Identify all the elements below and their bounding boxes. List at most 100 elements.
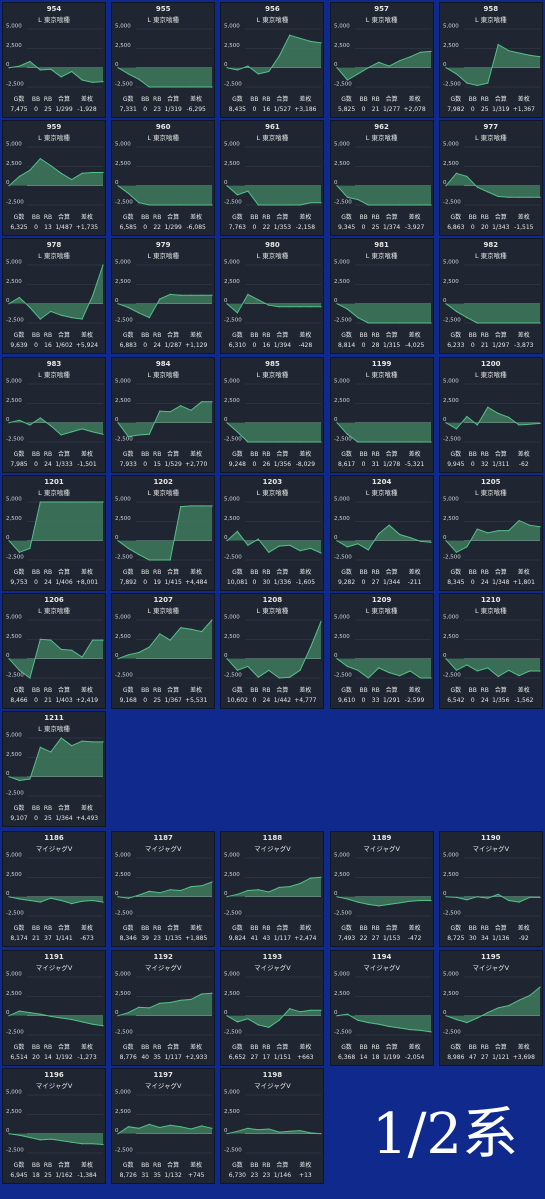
machine-number: 1191 <box>44 952 64 961</box>
machine-card: 1196 マイジャグV 5,000 2,500 0 -2,500 G数 BB RB 合算 差枚 6,9… <box>2 1067 106 1184</box>
stats-header: 合算 <box>276 450 289 458</box>
stats-header: RB <box>43 568 53 576</box>
stats-header: G数 <box>450 332 462 340</box>
data-point <box>346 898 348 900</box>
machine-card: 1205 L 東京喰種 5,000 2,500 0 -2,500 G数 BB RB 合算 差枚 8,3… <box>438 474 543 591</box>
data-point <box>159 410 161 412</box>
slump-graph: 5,000 2,500 0 -2,500 <box>115 260 213 324</box>
stats-value: 0 <box>470 697 475 704</box>
data-point <box>201 400 203 402</box>
stats-header: BB <box>31 96 41 103</box>
y-tick-label: 5,000 <box>115 24 131 30</box>
data-point <box>92 639 94 641</box>
stats-header: RB <box>153 1043 162 1051</box>
machine-card: 981 L 東京喰種 5,000 2,500 0 -2,500 G数 BB RB 合算 差枚 8,81… <box>329 238 434 355</box>
stats-header: G数 <box>341 568 352 576</box>
stats-value: 22 <box>262 224 271 232</box>
slump-area <box>227 1008 322 1027</box>
stats-block: G数 BB RB 合算 差枚 9,945 0 32 1/311 -62 <box>440 450 542 470</box>
stats-value: -2,054 <box>404 1053 425 1061</box>
data-point <box>398 533 400 535</box>
stats-value: 1/367 <box>164 697 182 704</box>
slump-graph: 5,000 2,500 0 -2,500 <box>6 615 104 679</box>
data-point <box>148 1123 151 1125</box>
stats-block: G数 BB RB 合算 差枚 7,892 0 19 1/415 +4,484 <box>112 568 214 588</box>
stats-header: RB <box>262 925 271 933</box>
stats-header: 差枚 <box>299 214 312 222</box>
data-point <box>367 549 369 551</box>
data-point <box>518 196 520 199</box>
y-tick-label: 0 <box>115 1128 119 1134</box>
stats-header: G数 <box>232 687 243 694</box>
stats-value: +1,801 <box>512 578 535 586</box>
stats-value: 32 <box>480 460 489 468</box>
stats-value: -62 <box>518 460 529 468</box>
machine-card: 954 L 東京喰種 5,000 2,500 0 -2,500 G数 BB RB 合算 差枚 7,47… <box>2 2 106 118</box>
data-point <box>102 741 104 743</box>
stats-block: G数 BB RB 合算 差枚 8,725 30 34 1/136 -92 <box>440 924 542 944</box>
data-point <box>138 1127 140 1129</box>
machine-number: 1201 <box>44 477 64 486</box>
stats-block: G数 BB RB 合算 差枚 6,652 27 17 1/151 +663 <box>221 1043 323 1063</box>
y-tick-label: -2,500 <box>334 673 352 679</box>
stats-value: 1/529 <box>164 460 182 468</box>
stats-value: +1,129 <box>185 342 208 350</box>
stats-block: G数 BB RB 合算 差枚 6,325 0 13 1/487 +1,735 <box>3 213 105 233</box>
data-point <box>278 677 281 679</box>
y-tick-label: -2,500 <box>443 673 461 679</box>
data-point <box>29 900 31 902</box>
slump-line <box>336 303 431 324</box>
data-point <box>237 194 239 196</box>
y-tick-label: 0 <box>443 892 447 898</box>
machine-card: 1197 マイジャグV 5,000 2,500 0 -2,500 G数 BB RB 合算 差枚 8,7… <box>111 1067 216 1184</box>
stats-header: BB <box>359 450 368 458</box>
stats-block: G数 BB RB 合算 差枚 6,514 20 14 1/192 -1,273 <box>3 1043 105 1063</box>
slump-graph: 5,000 2,500 0 -2,500 <box>115 615 213 679</box>
stats-header: BB <box>359 568 368 576</box>
stats-header: RB <box>371 687 380 694</box>
data-point <box>201 631 203 633</box>
stats-header: RB <box>262 568 271 576</box>
stats-value: 9,282 <box>338 578 356 586</box>
y-tick-label: -2,500 <box>334 554 352 560</box>
data-point <box>476 84 478 87</box>
stats-header: 差枚 <box>80 332 93 340</box>
data-point <box>289 1130 291 1132</box>
data-point <box>29 778 31 780</box>
stats-value: +2,078 <box>403 106 426 113</box>
slump-line <box>117 185 213 206</box>
data-point <box>138 894 140 897</box>
data-point <box>388 1025 390 1027</box>
data-point <box>455 1018 457 1020</box>
stats-value: 0 <box>252 578 257 586</box>
slump-area <box>9 61 103 83</box>
data-point <box>419 51 421 53</box>
stats-header: 合算 <box>57 925 70 933</box>
machine-card: 956 L 東京喰種 5,000 2,500 0 -2,500 G数 BB RB 合算 差枚 8,43… <box>220 2 325 118</box>
stats-value: -1,605 <box>295 578 316 586</box>
stats-header: BB <box>468 214 477 222</box>
stats-value: -92 <box>518 935 529 943</box>
stats-header: 差枚 <box>408 687 421 694</box>
data-point <box>335 1014 338 1016</box>
stats-block: G数 BB RB 合算 差枚 10,081 0 30 1/336 -1,605 <box>221 568 323 588</box>
machine-model: マイジャグV <box>363 845 400 854</box>
stats-value: 23 <box>153 935 161 943</box>
data-point <box>466 899 468 901</box>
stats-header: 差枚 <box>299 96 312 103</box>
data-point <box>117 421 119 423</box>
stats-value: -1,384 <box>77 1171 97 1179</box>
stats-value: 9,107 <box>10 815 28 823</box>
y-tick-label: -2,500 <box>115 673 133 679</box>
data-point <box>429 204 432 206</box>
stats-header: BB <box>141 332 150 340</box>
y-tick-label: 5,000 <box>6 260 22 266</box>
data-point <box>81 1020 83 1023</box>
stats-value: 9,753 <box>10 578 28 586</box>
data-point <box>356 317 359 319</box>
machine-number: 981 <box>374 241 389 250</box>
stats-value: 0 <box>361 224 366 232</box>
stats-block: G数 BB RB 合算 差枚 6,883 0 24 1/287 +1,129 <box>112 331 214 351</box>
data-point <box>138 651 140 654</box>
data-point <box>81 427 83 430</box>
